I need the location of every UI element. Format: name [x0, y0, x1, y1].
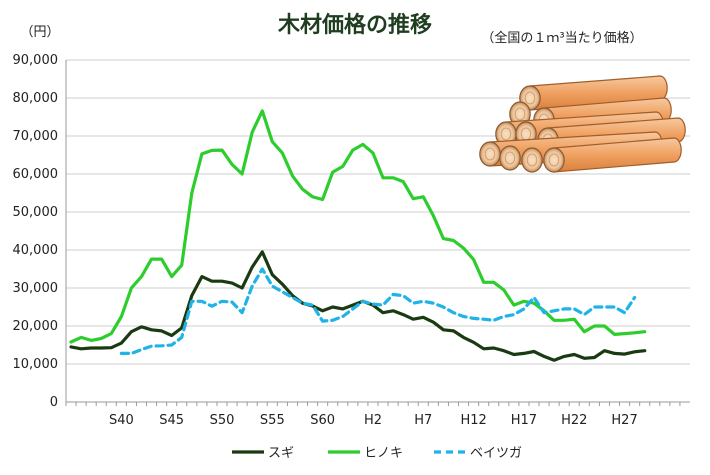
- y-tick-label: 80,000: [13, 91, 59, 106]
- x-tick-label: H22: [561, 413, 587, 428]
- y-tick-label: 60,000: [13, 167, 59, 182]
- log-end: [521, 147, 543, 173]
- legend-label: ベイツガ: [470, 446, 522, 461]
- log-ring: [524, 91, 536, 105]
- chart-subtitle: （全国の１ｍ³当たり価格）: [481, 30, 642, 46]
- x-tick-label: H17: [511, 413, 537, 428]
- log-end: [499, 145, 521, 171]
- y-tick-label: 10,000: [13, 357, 59, 372]
- x-tick-label: S60: [310, 413, 335, 428]
- log-end: [543, 147, 565, 173]
- log-ring: [526, 153, 538, 167]
- log-end: [479, 141, 501, 167]
- x-tick-label: S45: [159, 413, 184, 428]
- series-line-2: [69, 109, 647, 344]
- log-ring: [484, 147, 496, 161]
- y-axis-ticks: 0 10,000 20,000 30,000 40,000 50,000 60,000 70,…: [13, 53, 59, 410]
- log-ring: [504, 151, 516, 165]
- x-axis: S40 S45 S50 S55 S60 H2 H7 H12 H17 H22 H27: [65, 60, 690, 428]
- y-tick-label: 40,000: [13, 243, 59, 258]
- log-ring: [548, 153, 560, 167]
- y-tick-label: 20,000: [13, 319, 59, 334]
- legend: スギ ヒノキ ベイツガ: [232, 446, 522, 461]
- x-tick-label: H12: [460, 413, 486, 428]
- log-body: [553, 137, 682, 173]
- x-tick-label: S55: [260, 413, 285, 428]
- legend-label: スギ: [268, 446, 294, 461]
- x-tick-label: S40: [109, 413, 134, 428]
- gridlines: [66, 59, 690, 403]
- series-layer: [69, 109, 647, 362]
- y-tick-label: 0: [50, 395, 58, 410]
- y-tick-label: 70,000: [13, 129, 59, 144]
- y-tick-label: 90,000: [13, 53, 59, 68]
- logs-illustration: [479, 75, 686, 173]
- x-tick-label: H27: [611, 413, 637, 428]
- x-tick-label: S50: [210, 413, 235, 428]
- chart-title: 木材価格の推移: [277, 12, 432, 38]
- x-tick-label: H2: [364, 413, 382, 428]
- y-axis-unit-label: （円）: [20, 25, 59, 40]
- legend-label: ヒノキ: [364, 446, 403, 461]
- log-ring: [514, 107, 526, 121]
- x-tick-label: H7: [414, 413, 432, 428]
- y-tick-label: 30,000: [13, 281, 59, 296]
- log-ring: [500, 127, 512, 141]
- y-tick-label: 50,000: [13, 205, 59, 220]
- series-line-1: [69, 250, 647, 362]
- series-line-3: [119, 267, 637, 355]
